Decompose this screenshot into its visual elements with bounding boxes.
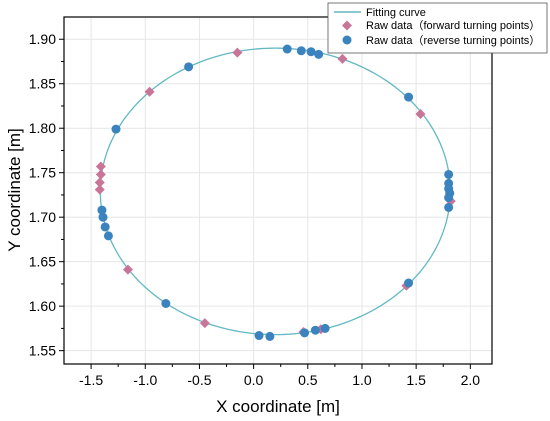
x-tick-label: 2.0: [461, 372, 481, 388]
forward-turning-point: [415, 108, 426, 119]
reverse-turning-point: [320, 323, 330, 333]
y-tick-label: 1.85: [29, 76, 56, 92]
reverse-turning-point: [184, 62, 194, 72]
x-axis-ticks: -1.5 -1.0 -0.5 0.0 0.5 1.0 1.5 2.0: [79, 364, 480, 388]
reverse-turning-point: [444, 202, 454, 212]
y-tick-label: 1.90: [29, 31, 56, 47]
grid-lines: [64, 17, 492, 364]
y-tick-label: 1.55: [29, 343, 56, 359]
reverse-turning-point: [98, 212, 108, 222]
reverse-turning-point: [310, 325, 320, 335]
reverse-turning-point: [444, 169, 454, 179]
forward-turning-point: [144, 86, 155, 97]
x-axis-title: X coordinate [m]: [216, 397, 340, 416]
reverse-turning-point: [100, 222, 110, 232]
data-points-layer: [94, 44, 456, 341]
y-tick-label: 1.65: [29, 254, 56, 270]
reverse-turning-point: [103, 231, 113, 241]
forward-turning-point: [94, 184, 105, 195]
reverse-turning-point: [282, 44, 292, 54]
y-tick-label: 1.70: [29, 209, 56, 225]
reverse-turning-point: [161, 298, 171, 308]
forward-turning-point: [122, 264, 133, 275]
forward-turning-point: [95, 169, 106, 180]
reverse-turning-point: [254, 331, 264, 341]
forward-turning-point: [337, 53, 348, 64]
reverse-turning-point: [111, 124, 121, 134]
x-tick-label: 1.0: [352, 372, 372, 388]
x-tick-label: -1.0: [133, 372, 157, 388]
reverse-turning-point: [265, 331, 275, 341]
legend-reverse-label: Raw data（reverse turning points）: [366, 34, 540, 47]
forward-turning-point: [199, 318, 210, 329]
y-tick-label: 1.80: [29, 120, 56, 136]
legend-curve-label: Fitting curve: [366, 7, 426, 19]
forward-turning-point: [94, 177, 105, 188]
forward-turning-point: [232, 47, 243, 58]
reverse-turning-point: [404, 278, 414, 288]
forward-turning-point: [95, 161, 106, 172]
legend: Fitting curve Raw data（forward turning p…: [327, 2, 548, 54]
legend-circle-marker: [342, 35, 352, 45]
reverse-turning-point: [97, 205, 107, 215]
y-tick-label: 1.75: [29, 165, 56, 181]
plot-frame: [63, 16, 493, 365]
x-tick-label: 0.5: [298, 372, 318, 388]
reverse-turning-point: [300, 328, 310, 338]
legend-forward-label: Raw data（forward turning points）: [366, 19, 540, 32]
reverse-turning-point: [404, 92, 414, 102]
reverse-turning-point: [444, 193, 454, 203]
legend-diamond-marker: [342, 20, 352, 31]
legend-box: [327, 2, 548, 54]
reverse-turning-point: [296, 46, 306, 56]
x-tick-label: 1.5: [406, 372, 426, 388]
y-axis-ticks: 1.55 1.60 1.65 1.70 1.75 1.80 1.85 1.90: [29, 31, 64, 359]
x-tick-label: 0.0: [244, 372, 264, 388]
x-tick-label: -0.5: [187, 372, 211, 388]
reverse-turning-point: [314, 49, 324, 59]
y-axis-title: Y coordinate [m]: [5, 128, 24, 251]
x-tick-label: -1.5: [79, 372, 103, 388]
y-tick-label: 1.60: [29, 298, 56, 314]
reverse-turning-point: [306, 47, 316, 57]
